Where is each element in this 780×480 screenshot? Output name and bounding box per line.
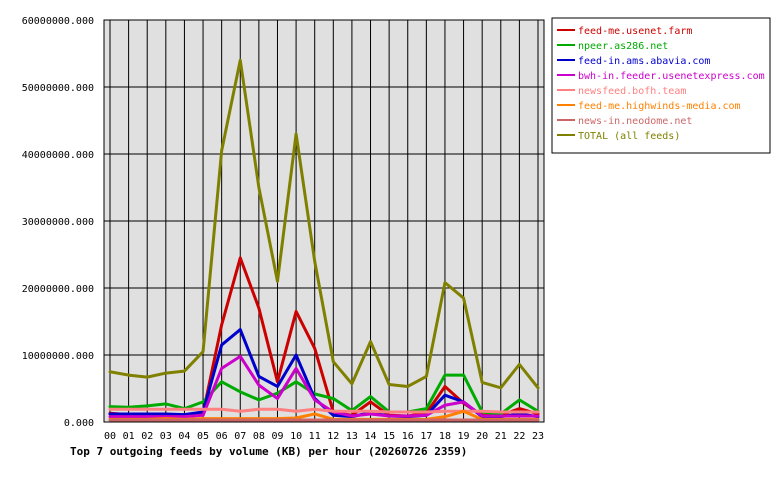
x-tick-label: 10 bbox=[290, 431, 302, 442]
legend-entry: bwh-in.feeder.usenetexpress.com bbox=[578, 71, 765, 82]
legend-entry: feed-me.highwinds-media.com bbox=[578, 101, 741, 112]
x-tick-label: 03 bbox=[160, 431, 172, 442]
x-tick-label: 07 bbox=[234, 431, 246, 442]
y-tick-label: 30000000.000 bbox=[22, 217, 94, 228]
legend-entry: news-in.neodome.net bbox=[578, 116, 692, 127]
y-tick-label: 60000000.000 bbox=[22, 16, 94, 27]
x-tick-label: 00 bbox=[104, 431, 116, 442]
x-tick-label: 23 bbox=[532, 431, 544, 442]
series-line bbox=[108, 58, 540, 390]
x-tick-label: 04 bbox=[178, 431, 190, 442]
x-axis: 00 01 02 03 04 05 06 07 08 09 10 11 12 13 14 15 16 17 18 19… bbox=[104, 431, 544, 442]
x-tick-label: 15 bbox=[383, 431, 395, 442]
legend-box bbox=[551, 17, 771, 154]
x-tick-label: 18 bbox=[439, 431, 451, 442]
legend-entry: TOTAL (all feeds) bbox=[578, 131, 680, 142]
y-tick-label: 50000000.000 bbox=[22, 83, 94, 94]
legend-entry: feed-in.ams.abavia.com bbox=[578, 56, 710, 67]
grid bbox=[104, 19, 544, 423]
x-tick-label: 01 bbox=[123, 431, 135, 442]
legend-entry: newsfeed.bofh.team bbox=[578, 86, 686, 97]
x-tick-label: 12 bbox=[327, 431, 339, 442]
legend-entry: npeer.as286.net bbox=[578, 41, 668, 52]
x-tick-label: 19 bbox=[458, 431, 470, 442]
legend: feed-me.usenet.farm npeer.as286.net feed-i… bbox=[551, 17, 771, 154]
y-tick-label: 0.000 bbox=[64, 418, 94, 429]
y-axis: 0.000 10000000.000 20000000.000 30000000.00… bbox=[22, 16, 94, 429]
chart-title: Top 7 outgoing feeds by volume (KB) per … bbox=[70, 445, 467, 458]
x-tick-label: 17 bbox=[420, 431, 432, 442]
x-tick-label: 06 bbox=[216, 431, 228, 442]
x-tick-label: 20 bbox=[476, 431, 488, 442]
y-tick-label: 10000000.000 bbox=[22, 351, 94, 362]
y-tick-label: 20000000.000 bbox=[22, 284, 94, 295]
x-tick-label: 22 bbox=[513, 431, 525, 442]
x-tick-label: 05 bbox=[197, 431, 209, 442]
series-line bbox=[108, 354, 540, 419]
x-tick-label: 14 bbox=[364, 431, 376, 442]
y-tick-label: 40000000.000 bbox=[22, 150, 94, 161]
x-tick-label: 08 bbox=[253, 431, 265, 442]
series-lines bbox=[108, 58, 540, 422]
x-tick-label: 16 bbox=[402, 431, 414, 442]
x-tick-label: 21 bbox=[495, 431, 507, 442]
x-tick-label: 13 bbox=[346, 431, 358, 442]
x-tick-label: 11 bbox=[309, 431, 321, 442]
x-tick-label: 02 bbox=[141, 431, 153, 442]
legend-entry: feed-me.usenet.farm bbox=[578, 26, 692, 37]
x-tick-label: 09 bbox=[271, 431, 283, 442]
